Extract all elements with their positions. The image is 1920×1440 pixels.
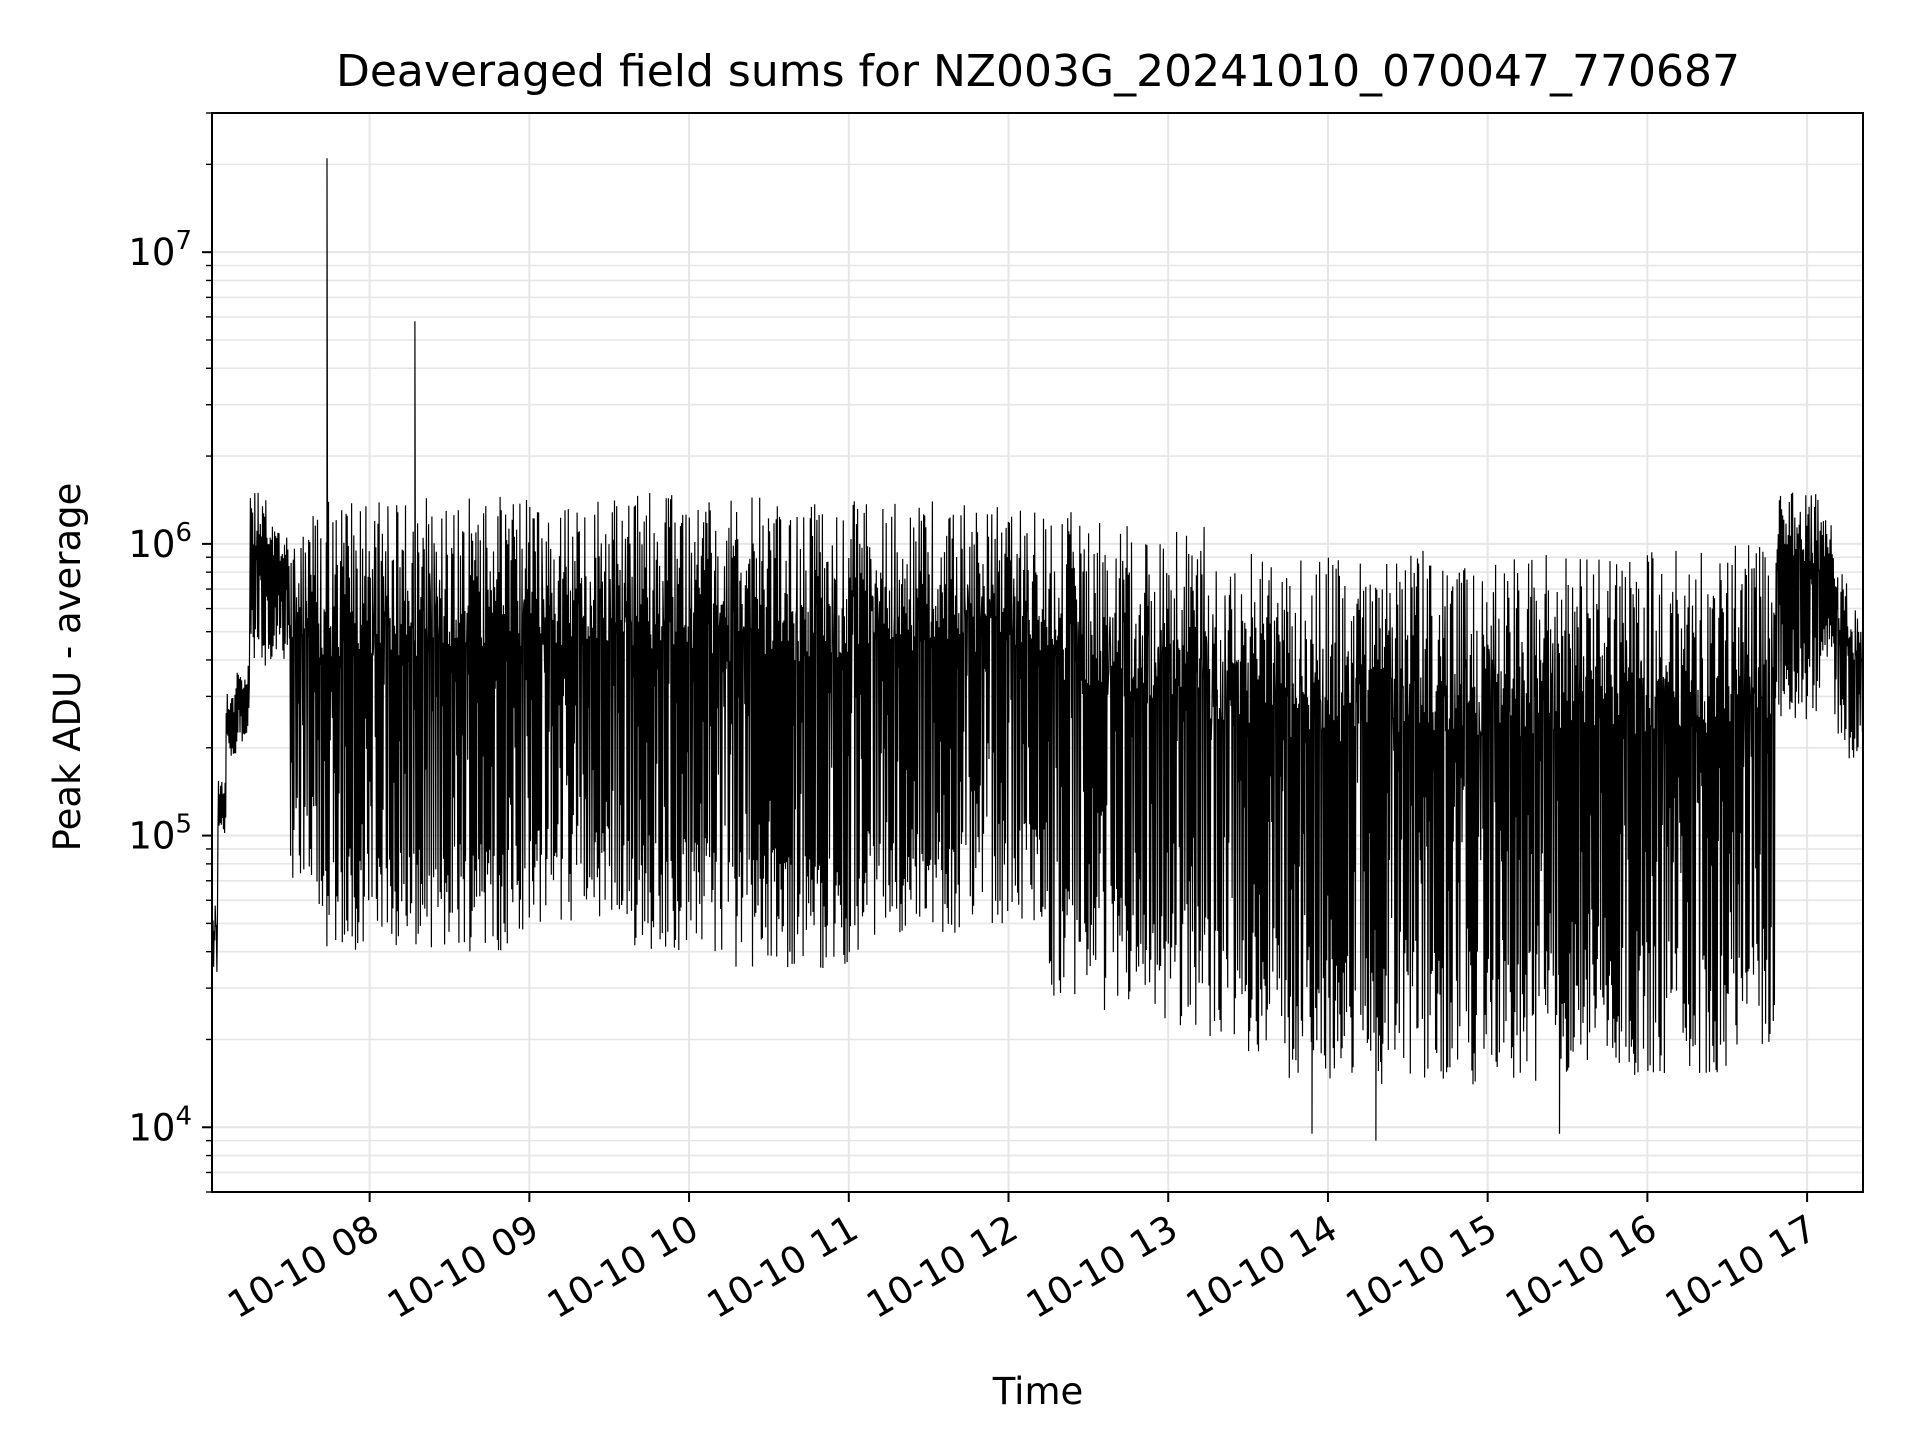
- data-series-line: [212, 158, 1863, 1141]
- y-tick-exponent: 4: [175, 1101, 192, 1131]
- y-tick-base: 10: [128, 815, 175, 858]
- y-tick-exponent: 5: [175, 810, 192, 840]
- y-tick-exponent: 6: [175, 518, 192, 548]
- y-tick-base: 10: [128, 1106, 175, 1149]
- plot-frame: [211, 112, 1864, 1193]
- y-tick-base: 10: [128, 523, 175, 566]
- y-tick-label: 105: [128, 810, 192, 858]
- y-tick-label: 107: [128, 226, 192, 274]
- y-tick-label: 106: [128, 518, 192, 566]
- x-axis-label: Time: [992, 1370, 1084, 1413]
- y-tick-base: 10: [128, 231, 175, 274]
- y-tick-label: 104: [128, 1101, 192, 1149]
- y-tick-exponent: 7: [175, 226, 192, 256]
- chart-title: Deaveraged field sums for NZ003G_2024101…: [336, 46, 1740, 97]
- plot-area: [212, 158, 1863, 1141]
- y-axis-label: Peak ADU - average: [46, 483, 89, 852]
